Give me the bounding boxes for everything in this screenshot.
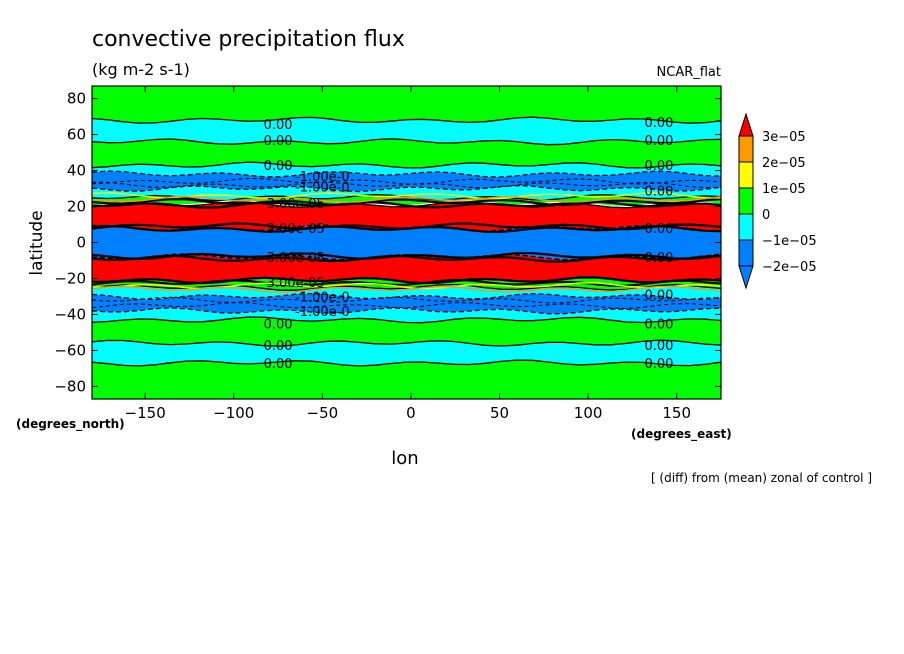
x-tick-label: 150 <box>662 404 691 422</box>
x-tick-label: 50 <box>490 404 509 422</box>
contour-label: 0.00 <box>264 357 293 372</box>
y-tick-label: −20 <box>54 269 86 287</box>
x-axis-label: lon <box>391 448 418 469</box>
contour-label: -1.00e-0 <box>295 290 350 305</box>
contour-line <box>92 282 722 290</box>
footnote: [ (diff) from (mean) zonal of control ] <box>651 471 872 485</box>
y-tick-label: 40 <box>67 162 86 180</box>
model-label: NCAR_flat <box>657 65 721 80</box>
x-axis: −150 −100 −50 0 50 100 150 <box>125 86 691 422</box>
contour-label: 0.00 <box>264 118 293 133</box>
contour-line <box>92 181 722 189</box>
contour-label: 0.00 <box>264 159 293 174</box>
contour-label: 0.00 <box>645 116 674 131</box>
contour-label: 3.00e-05 <box>267 222 325 237</box>
band <box>92 162 721 177</box>
contour-label: 0.00 <box>645 339 674 354</box>
contour-line <box>91 138 722 146</box>
contour-line <box>91 283 722 291</box>
x-tick-label: 0 <box>406 404 416 422</box>
contour-label: 0.00 <box>645 317 674 332</box>
contour-line <box>91 307 722 315</box>
x-tick-label: 100 <box>574 404 603 422</box>
chart-title: convective precipitation flux <box>92 27 405 52</box>
band <box>92 138 721 168</box>
band <box>92 317 721 347</box>
y-tick-label: 60 <box>67 126 86 144</box>
colorbar-swatch <box>738 161 754 189</box>
colorbar-label: −2e−05 <box>762 260 817 275</box>
contour-label: -1.00e-0 <box>295 181 350 196</box>
contour-line <box>91 191 722 200</box>
contour-label: 0.00 <box>645 134 674 149</box>
contour-line <box>91 296 722 304</box>
contour-label: -1.00e-0 <box>295 170 350 185</box>
contour-line <box>91 116 722 124</box>
y-tick-label: −60 <box>54 341 86 359</box>
contour-line <box>91 195 722 204</box>
colorbar-label: 2e−05 <box>762 156 806 171</box>
contour-line <box>91 254 722 263</box>
x-tick-label: −150 <box>125 404 166 422</box>
x-unit-label: (degrees_east) <box>631 427 732 442</box>
contour-line <box>91 197 722 207</box>
contour-label: 0.00 <box>645 289 674 304</box>
plot-area: 0.000.000.00-1.00e-0-1.00e-00.000.000.00… <box>91 85 722 400</box>
contour-line <box>91 292 722 301</box>
contour-label: -1.00e-0 <box>295 305 350 320</box>
band <box>92 86 721 124</box>
contour-label: 0.00 <box>264 339 293 354</box>
contour-line <box>91 161 722 169</box>
y-tick-label: 20 <box>67 198 86 216</box>
band <box>92 360 721 399</box>
colorbar-swatch <box>738 213 754 241</box>
colorbar-swatch <box>738 135 754 163</box>
colorbar-label: 1e−05 <box>762 182 806 197</box>
units-label: (kg m-2 s-1) <box>92 60 190 79</box>
y-axis: 80 60 40 20 0 −20 −40 −60 −80 <box>54 90 721 395</box>
colorbar-swatch <box>738 265 754 290</box>
colorbar-label: 0 <box>762 208 770 223</box>
contour-label: 0.00 <box>645 159 674 174</box>
colorbar-label: 3e−05 <box>762 130 806 145</box>
contour-line <box>91 184 722 193</box>
contour-line <box>91 339 722 347</box>
colorbar: 3e−05 2e−05 1e−05 0 −1e−05 −2e−05 <box>738 112 817 290</box>
y-axis-label: latitude <box>27 210 47 275</box>
contour-line <box>91 359 722 367</box>
colorbar-swatch <box>738 239 754 267</box>
contour-line <box>91 200 722 209</box>
y-unit-label: (degrees_north) <box>16 417 125 432</box>
contour-line <box>91 285 722 294</box>
contour-line <box>91 302 722 310</box>
band <box>92 307 721 323</box>
y-tick-label: −40 <box>54 305 86 323</box>
colorbar-swatch <box>738 112 754 137</box>
band <box>92 117 721 145</box>
colorbar-swatch <box>738 187 754 215</box>
contour-label: 0.00 <box>264 317 293 332</box>
contour-label: 0.00 <box>264 134 293 149</box>
y-tick-label: 0 <box>76 234 86 252</box>
y-tick-label: −80 <box>54 377 86 395</box>
band <box>92 340 721 366</box>
contour-label: 0.00 <box>645 251 674 266</box>
contour-label: 0.00 <box>645 357 674 372</box>
band <box>92 225 721 260</box>
y-tick-label: 80 <box>67 90 86 108</box>
band <box>92 293 721 314</box>
x-tick-label: −100 <box>213 404 254 422</box>
contour-label: 3.00e-05 <box>267 276 325 291</box>
contour-label: 0.00 <box>645 184 674 199</box>
colorbar-label: −1e−05 <box>762 234 817 249</box>
contour-line <box>91 224 722 234</box>
contour-line <box>91 201 722 209</box>
x-tick-label: −50 <box>307 404 339 422</box>
contour-label: 0.00 <box>645 222 674 237</box>
contour-line <box>91 316 722 324</box>
contour-label: 3.00e-05 <box>267 251 325 266</box>
contour-label: 3.00e-05 <box>267 197 325 212</box>
contour-line <box>91 170 722 178</box>
